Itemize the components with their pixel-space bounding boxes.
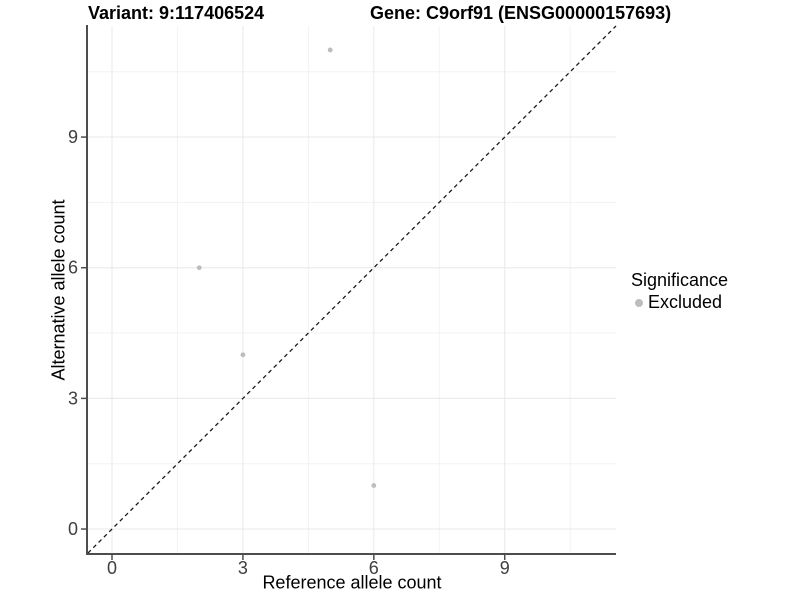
legend: Significance Excluded <box>631 270 728 313</box>
gene-title: Gene: C9orf91 (ENSG00000157693) <box>370 3 672 23</box>
svg-text:3: 3 <box>68 388 78 408</box>
variant-title: Variant: 9:117406524 <box>88 3 265 23</box>
svg-text:0: 0 <box>107 558 117 578</box>
legend-item-excluded: Excluded <box>631 292 728 313</box>
svg-text:3: 3 <box>238 558 248 578</box>
svg-text:6: 6 <box>68 258 78 278</box>
y-axis-title: Alternative allele count <box>48 199 69 381</box>
svg-text:6: 6 <box>369 558 379 578</box>
svg-text:9: 9 <box>68 127 78 147</box>
legend-item-label: Excluded <box>648 292 723 312</box>
svg-text:0: 0 <box>68 519 78 539</box>
svg-text:9: 9 <box>500 558 510 578</box>
legend-title: Significance <box>631 270 729 290</box>
x-axis-title: Reference allele count <box>262 572 442 593</box>
legend-point-icon <box>635 298 643 307</box>
